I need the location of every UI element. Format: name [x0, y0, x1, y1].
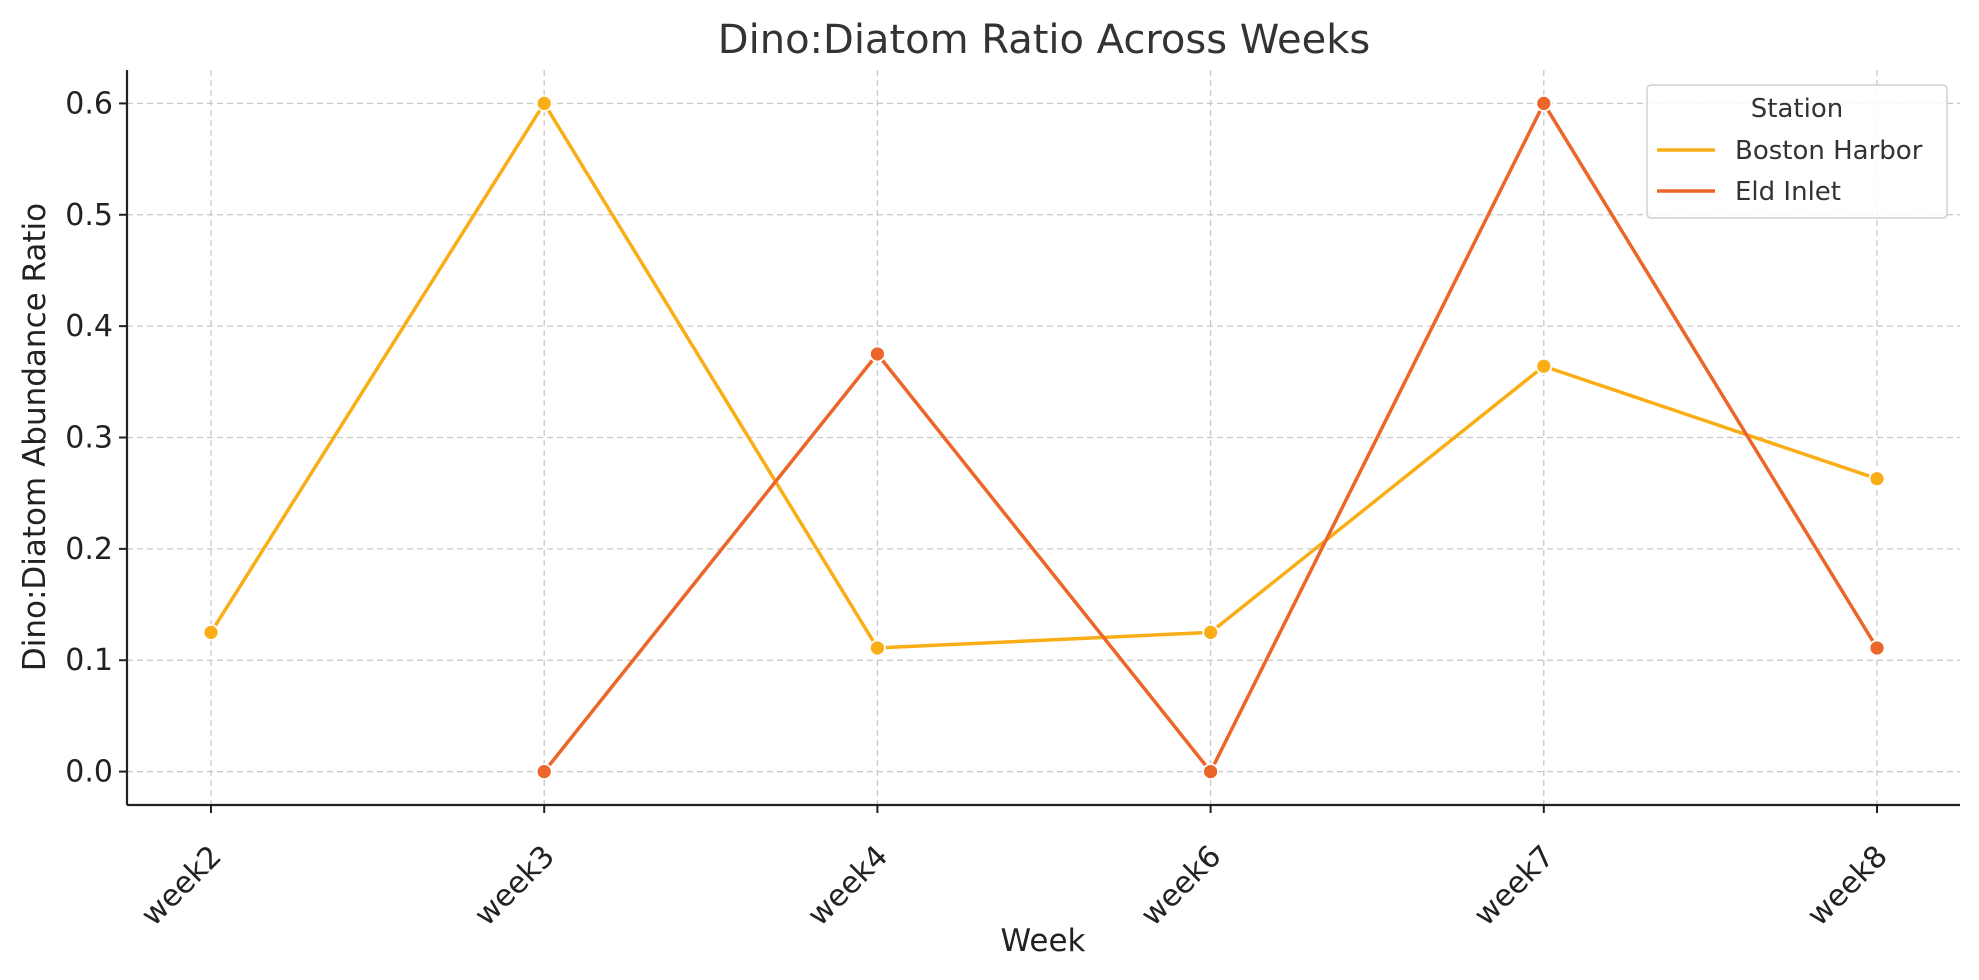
x-tick-label: week7 [1467, 839, 1561, 933]
x-axis-label: Week [1001, 923, 1086, 959]
legend-title: Station [1751, 94, 1843, 124]
y-tick-label: 0.1 [65, 643, 113, 678]
y-tick-label: 0.0 [65, 755, 113, 790]
legend-label-boston-harbor: Boston Harbor [1735, 136, 1923, 166]
y-tick-label: 0.4 [65, 309, 113, 344]
data-point-boston-harbor [869, 639, 886, 657]
series-eld-inlet [535, 95, 1886, 780]
legend: Station Boston Harbor Eld Inlet [1646, 84, 1948, 219]
x-tick-label: week6 [1134, 839, 1228, 933]
y-tick-label: 0.6 [65, 86, 113, 121]
y-axis-label: Dino:Diatom Abundance Ratio [17, 203, 53, 671]
chart-title: Dino:Diatom Ratio Across Weeks [718, 17, 1370, 63]
data-point-boston-harbor [535, 95, 553, 112]
data-point-eld-inlet [535, 763, 553, 780]
legend-box [1646, 84, 1948, 219]
legend-items: Boston Harbor Eld Inlet [1657, 136, 1923, 207]
data-point-boston-harbor [1868, 470, 1886, 488]
y-tick-label: 0.5 [65, 198, 113, 233]
data-point-eld-inlet [1535, 95, 1553, 112]
data-point-boston-harbor [1535, 357, 1553, 375]
series-line-boston-harbor [209, 101, 1878, 650]
x-tick-label: week3 [468, 839, 562, 933]
series-layer [202, 95, 1886, 780]
x-tick-label: week8 [1801, 839, 1895, 933]
data-point-eld-inlet [1868, 639, 1886, 657]
y-tick-label: 0.3 [65, 421, 113, 456]
data-point-boston-harbor [202, 623, 220, 641]
data-point-eld-inlet [869, 345, 886, 363]
legend-label-eld-inlet: Eld Inlet [1735, 177, 1841, 207]
series-boston-harbor [202, 95, 1886, 657]
x-tick-label: week2 [135, 839, 229, 933]
data-point-eld-inlet [1202, 763, 1219, 780]
y-tick-label: 0.2 [65, 532, 113, 567]
data-point-boston-harbor [1202, 623, 1219, 641]
x-tick-label: week4 [801, 839, 895, 933]
y-axis-ticks: 0.0 0.1 0.2 0.3 0.4 0.5 0.6 [65, 86, 127, 790]
x-axis-ticks: week2 week3 week4 week6 week7 week8 [135, 805, 1895, 933]
grid [127, 70, 1960, 805]
